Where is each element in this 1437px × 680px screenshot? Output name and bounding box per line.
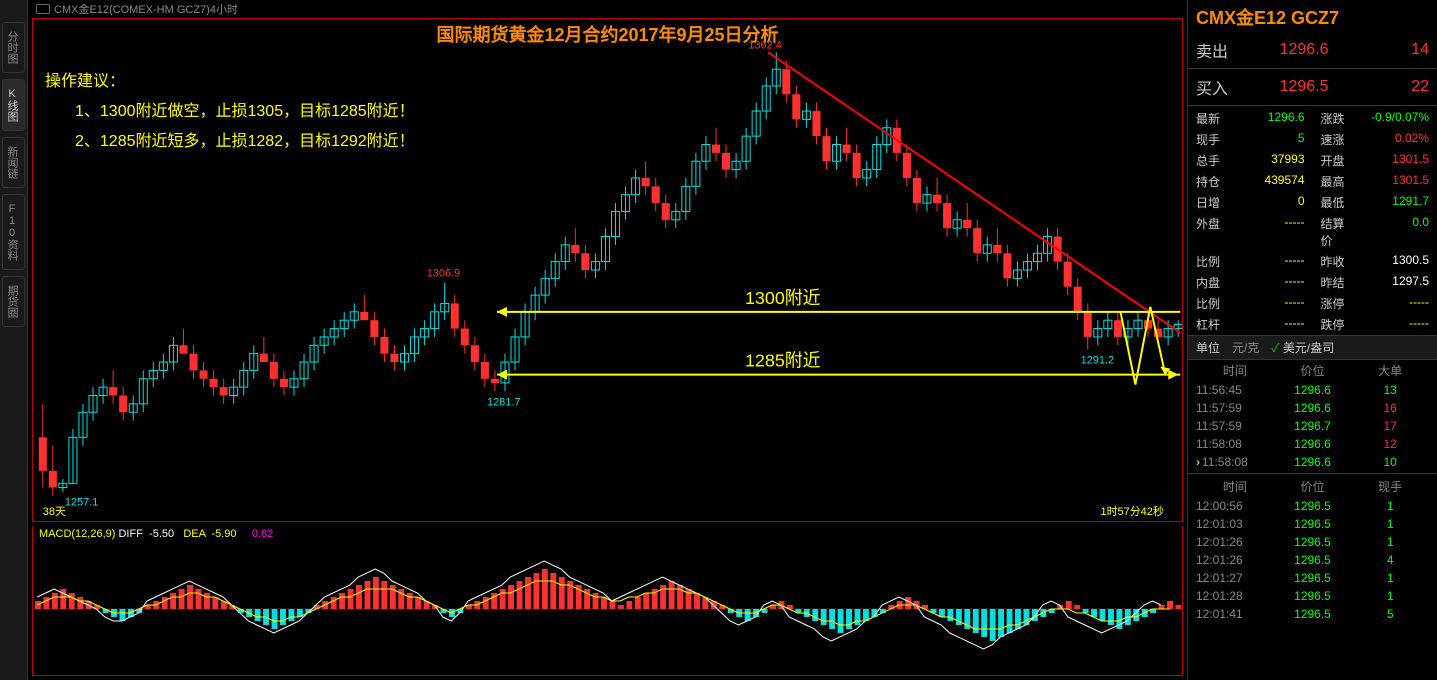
svg-text:1285附近: 1285附近 — [745, 351, 821, 371]
sell-label: 卖出 — [1196, 38, 1236, 62]
link-icon — [36, 4, 50, 14]
sell-price: 1296.6 — [1236, 41, 1337, 59]
ticks2-list: 12:00:561296.5112:01:031296.5112:01:2612… — [1188, 497, 1437, 623]
svg-text:1时57分42秒: 1时57分42秒 — [1101, 504, 1164, 518]
svg-text:1291.2: 1291.2 — [1081, 354, 1114, 366]
tab-news[interactable]: 新闻链 — [2, 137, 25, 188]
diff-value: -5.50 — [149, 528, 174, 540]
macd-header: MACD(12,26,9) DIFF -5.50 DEA -5.90 0.82 — [33, 526, 1182, 542]
svg-text:38天: 38天 — [43, 506, 66, 518]
chart-area: CMX金E12(COMEX-HM GCZ7)4小时 国际期货黄金12月合约201… — [28, 0, 1187, 680]
unit-cny[interactable]: 元/克 — [1232, 339, 1259, 356]
candlestick-chart[interactable]: 国际期货黄金12月合约2017年9月25日分析 操作建议： 1、1300附近做空… — [32, 18, 1183, 522]
tab-kline[interactable]: K线图 — [2, 79, 25, 131]
symbol-text: CMX金E12(COMEX-HM GCZ7)4小时 — [54, 1, 238, 17]
ticks1-list: 11:56:451296.61311:57:591296.61611:57:59… — [1188, 381, 1437, 471]
svg-text:1306.9: 1306.9 — [427, 268, 460, 280]
unit-row: 单位 元/克 ✓ 美元/盎司 — [1188, 335, 1437, 360]
tab-f10[interactable]: F10资料 — [2, 194, 25, 270]
sell-vol: 14 — [1337, 41, 1430, 59]
unit-usd[interactable]: ✓ 美元/盎司 — [1271, 339, 1334, 356]
svg-text:1281.7: 1281.7 — [487, 396, 520, 408]
candle-svg: 1300附近 1285附近 38天1257.1 1306.9 1281.7 1362.4 1… — [33, 19, 1182, 521]
svg-text:1300附近: 1300附近 — [745, 288, 821, 308]
dea-value: -5.90 — [211, 528, 236, 540]
tab-timeshare[interactable]: 分时图 — [2, 22, 25, 73]
diff-label: DIFF — [118, 528, 142, 540]
buy-vol: 22 — [1337, 78, 1430, 96]
buy-price: 1296.5 — [1236, 78, 1337, 96]
svg-text:1362.4: 1362.4 — [748, 39, 781, 51]
tick1-header: 时间价位大单 — [1188, 360, 1437, 381]
svg-text:1257.1: 1257.1 — [65, 497, 98, 509]
symbol-bar: CMX金E12(COMEX-HM GCZ7)4小时 — [28, 0, 1187, 18]
buy-row: 买入 1296.5 22 — [1188, 71, 1437, 103]
sell-row: 卖出 1296.6 14 — [1188, 34, 1437, 66]
tick2-header: 时间价位现手 — [1188, 476, 1437, 497]
macd-label: MACD(12,26,9) — [39, 528, 115, 540]
dea-label: DEA — [183, 528, 205, 540]
hist-value: 0.82 — [252, 528, 273, 540]
unit-label: 单位 — [1196, 339, 1220, 356]
buy-label: 买入 — [1196, 75, 1236, 99]
stats-grid: 最新1296.6涨跌-0.9/0.07%现手5速涨0.02%总手37993开盘1… — [1188, 108, 1437, 335]
left-tabs: 分时图 K线图 新闻链 F10资料 期货圈 — [0, 0, 28, 680]
macd-panel[interactable]: MACD(12,26,9) DIFF -5.50 DEA -5.90 0.82 — [32, 526, 1183, 676]
side-title: CMX金E12 GCZ7 — [1188, 0, 1437, 34]
side-panel: CMX金E12 GCZ7 卖出 1296.6 14 买入 1296.5 22 最… — [1187, 0, 1437, 680]
macd-svg — [33, 542, 1182, 676]
tab-futures[interactable]: 期货圈 — [2, 276, 25, 327]
